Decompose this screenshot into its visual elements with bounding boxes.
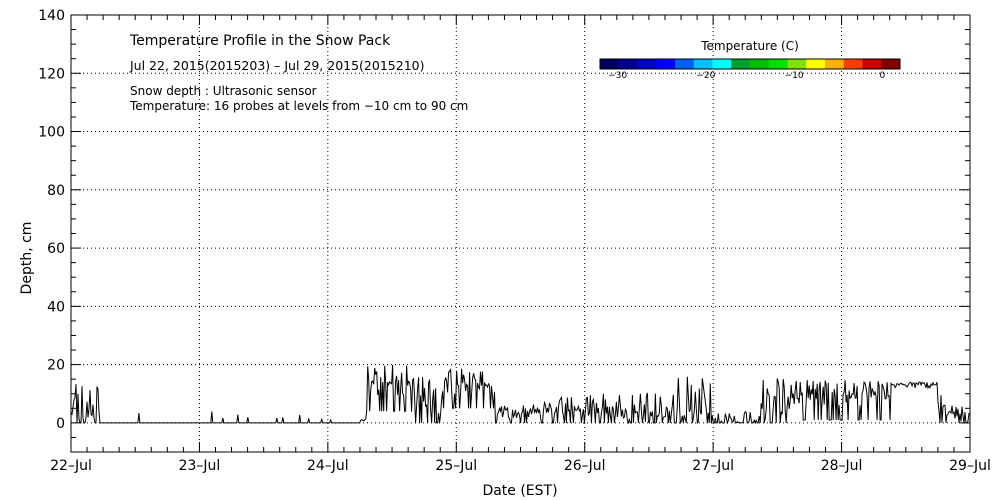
colorbar-tick-label: 0: [879, 71, 885, 81]
colorbar-swatch: [656, 59, 676, 69]
y-tick-label: 80: [47, 183, 65, 199]
colorbar-title: Temperature (C): [700, 39, 799, 53]
colorbar-swatch: [787, 59, 807, 69]
x-tick-label: 23–Jul: [179, 458, 221, 474]
axis-ticks: [70, 14, 971, 453]
x-tick-label: 29–Jul: [949, 458, 991, 474]
colorbar: −30 −20 −10 0: [599, 58, 901, 81]
plot-frame: [70, 14, 971, 453]
y-tick-label: 60: [47, 241, 65, 257]
x-axis-title: Date (EST): [482, 483, 557, 499]
colorbar-swatch: [750, 59, 770, 69]
x-tick-label: 27–Jul: [692, 458, 734, 474]
colorbar-swatch: [618, 59, 638, 69]
colorbar-tick-label: −30: [608, 71, 627, 81]
x-tick-label: 28–Jul: [821, 458, 863, 474]
colorbar-swatch: [637, 59, 657, 69]
x-tick-label: 22–Jul: [50, 458, 92, 474]
chart-subtitle: Jul 22, 2015(2015203) – Jul 29, 2015(201…: [129, 58, 424, 73]
colorbar-swatch: [806, 59, 826, 69]
colorbar-swatch: [768, 59, 788, 69]
series-layer: [70, 364, 971, 425]
colorbar-swatch: [693, 59, 713, 69]
chart-title: Temperature Profile in the Snow Pack: [129, 33, 391, 49]
snow-depth-line: [70, 364, 971, 425]
note-temperature: Temperature: 16 probes at levels from −1…: [129, 99, 468, 113]
colorbar-swatch: [600, 59, 620, 69]
colorbar-tick-label: −20: [696, 71, 715, 81]
y-tick-label: 120: [38, 66, 65, 82]
y-tick-label: 40: [47, 299, 65, 315]
colorbar-frame: [599, 58, 901, 70]
y-axis-title: Depth, cm: [19, 222, 35, 295]
colorbar-swatch: [675, 59, 695, 69]
x-tick-label: 25–Jul: [435, 458, 477, 474]
colorbar-tick-label: −10: [785, 71, 804, 81]
x-tick-label: 26–Jul: [564, 458, 606, 474]
x-tick-labels: 22–Jul 23–Jul 24–Jul 25–Jul 26–Jul 27–Jul 28–J…: [50, 458, 991, 474]
colorbar-swatch: [881, 59, 901, 69]
y-tick-label: 0: [56, 416, 65, 432]
grid-lines: [71, 15, 970, 452]
y-tick-label: 20: [47, 358, 65, 374]
colorbar-swatch: [862, 59, 882, 69]
note-snow-depth: Snow depth : Ultrasonic sensor: [130, 84, 317, 98]
y-tick-labels: 0 20 40 60 80 100 120 140: [38, 8, 65, 432]
colorbar-swatch: [843, 59, 863, 69]
x-tick-label: 24–Jul: [307, 458, 349, 474]
y-tick-label: 100: [38, 125, 65, 141]
colorbar-swatch: [731, 59, 751, 69]
y-tick-label: 140: [38, 8, 65, 24]
colorbar-swatch: [712, 59, 732, 69]
colorbar-swatch: [825, 59, 845, 69]
